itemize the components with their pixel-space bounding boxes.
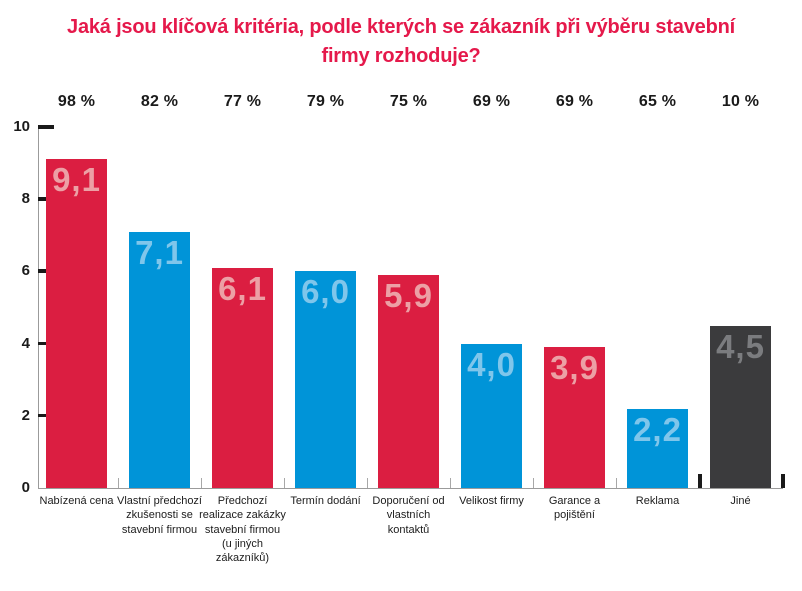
x-axis-tick-emphasis <box>781 474 785 488</box>
x-axis-tick <box>200 478 202 488</box>
percent-label: 69 % <box>472 93 511 110</box>
category-label: Reklama <box>635 495 680 507</box>
bar-3: 6,1 <box>212 267 273 488</box>
category-label: Termín dodání <box>290 495 361 507</box>
y-axis-label: 8 <box>21 190 30 208</box>
bar-value-label: 3,9 <box>550 349 599 387</box>
bar-value-label: 5,9 <box>384 277 433 314</box>
bar-1: 9,1 <box>46 159 107 488</box>
x-axis-tick <box>615 478 617 488</box>
x-axis-line <box>38 488 783 489</box>
y-axis-line <box>38 127 39 488</box>
x-axis-tick <box>366 478 368 488</box>
bar-5: 5,9 <box>378 275 439 488</box>
category-label: Doporučení od vlastních kontaktů <box>372 495 445 536</box>
x-axis-tick <box>283 478 285 488</box>
category-label: Garance a pojištění <box>548 495 601 522</box>
category-label: Velikost firmy <box>459 495 524 507</box>
y-axis-label: 4 <box>21 334 30 352</box>
x-axis-tick <box>117 478 119 488</box>
category-label: Předchozí realizace zakázky stavební fir… <box>199 495 286 565</box>
y-axis-label: 2 <box>21 406 30 424</box>
bar-value-label: 6,1 <box>218 269 267 307</box>
category-label: Nabízená cena <box>39 495 114 507</box>
percent-label: 79 % <box>306 93 345 110</box>
category-label: Vlastní předchozí zkušenosti se stavební… <box>117 495 202 536</box>
percent-label: 75 % <box>389 93 428 110</box>
x-axis-tick <box>449 478 451 488</box>
bar-value-label: 4,0 <box>467 345 516 383</box>
x-axis-tick-emphasis <box>698 474 702 488</box>
percent-label: 65 % <box>638 93 677 110</box>
y-axis-label: 0 <box>21 479 30 496</box>
y-axis-tick <box>38 125 54 129</box>
bar-2: 7,1 <box>129 231 190 488</box>
percent-label: 77 % <box>223 93 262 110</box>
y-axis-label: 10 <box>13 118 30 135</box>
bar-value-label: 2,2 <box>633 410 682 448</box>
percent-label: 98 % <box>57 93 96 110</box>
bar-value-label: 7,1 <box>135 233 184 271</box>
category-label: Jiné <box>730 495 751 507</box>
percent-label: 69 % <box>555 93 594 110</box>
bar-7: 3,9 <box>544 347 605 488</box>
bar-8: 2,2 <box>627 408 688 488</box>
bar-value-label: 6,0 <box>301 273 350 311</box>
x-axis-tick <box>532 478 534 488</box>
bar-value-label: 4,5 <box>716 327 765 365</box>
percent-label: 10 % <box>721 93 760 110</box>
bar-value-label: 9,1 <box>52 161 101 199</box>
bar-6: 4,0 <box>461 343 522 488</box>
bar-9: 4,5 <box>710 325 771 488</box>
bar-4: 6,0 <box>295 271 356 488</box>
percent-label: 82 % <box>140 93 179 110</box>
chart-title: Jaká jsou klíčová kritéria, podle kterýc… <box>67 16 735 67</box>
y-axis-label: 6 <box>21 262 30 280</box>
